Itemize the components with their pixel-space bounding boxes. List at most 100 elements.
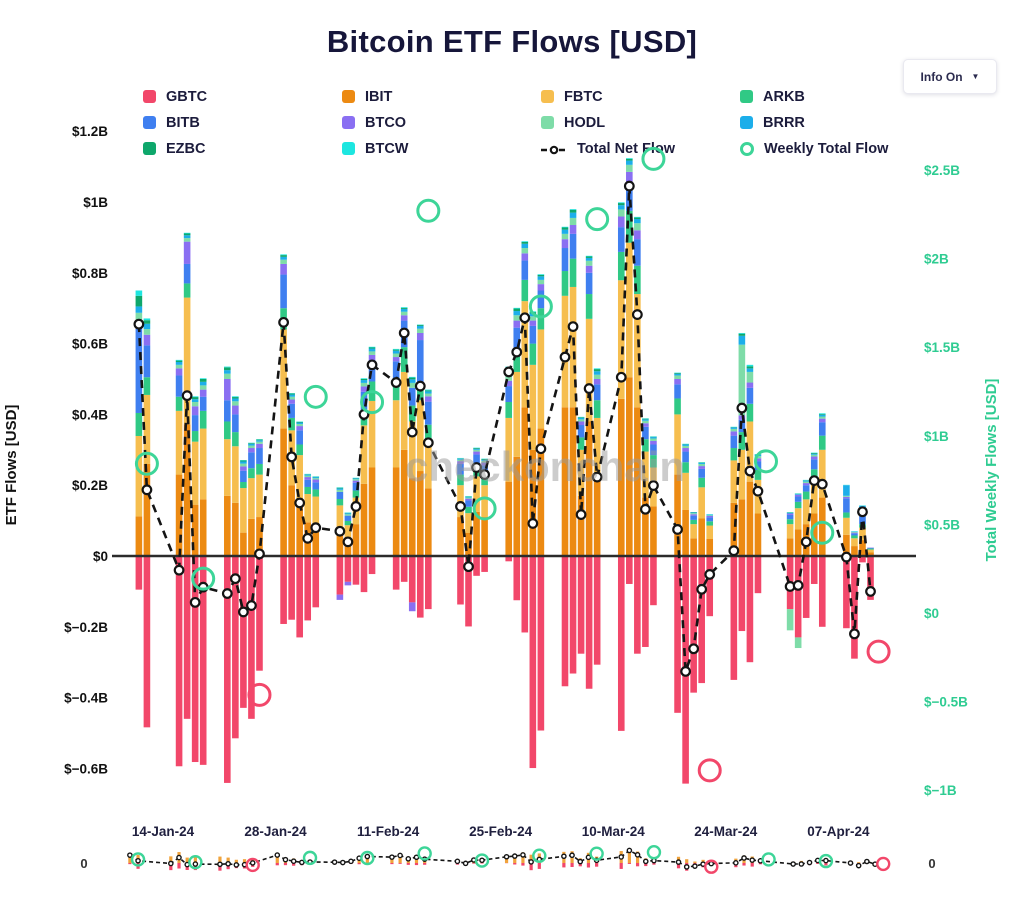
- bar-segment-btcw[interactable]: [561, 226, 569, 228]
- bar-segment-arkb[interactable]: [400, 347, 408, 372]
- net-flow-marker[interactable]: [640, 503, 651, 515]
- bar-segment-btco[interactable]: [199, 389, 207, 397]
- bar-segment-btcw[interactable]: [392, 348, 400, 350]
- bar-segment-ibit[interactable]: [336, 529, 344, 556]
- net-flow-marker[interactable]: [736, 402, 748, 414]
- bar-segment-gbtc[interactable]: [521, 556, 529, 633]
- bar-segment-hodl[interactable]: [368, 351, 376, 355]
- net-flow-marker[interactable]: [559, 351, 571, 363]
- bar-segment-fbtc[interactable]: [248, 478, 255, 519]
- bar-segment-btco[interactable]: [481, 462, 488, 466]
- weekly-flow-marker[interactable]: [134, 451, 159, 476]
- bar-segment-hodl[interactable]: [191, 402, 199, 407]
- bar-segment-fbtc[interactable]: [521, 301, 529, 408]
- bar-segment-bitb[interactable]: [569, 233, 577, 259]
- bar-segment-bitb[interactable]: [199, 396, 207, 411]
- bar-segment-bitb[interactable]: [682, 451, 689, 463]
- bar-segment-hodl[interactable]: [505, 376, 513, 381]
- bar-segment-bitb[interactable]: [521, 260, 529, 280]
- bar-segment-brrr[interactable]: [175, 362, 183, 365]
- bar-segment-btco[interactable]: [585, 265, 593, 273]
- bar-segment-fbtc[interactable]: [135, 435, 143, 517]
- bar-segment-btcw[interactable]: [513, 307, 521, 309]
- bar-segment-ibit[interactable]: [706, 539, 714, 556]
- net-flow-marker[interactable]: [728, 545, 740, 557]
- bar-segment-ezbc[interactable]: [360, 379, 368, 381]
- bar-segment-fbtc[interactable]: [690, 524, 697, 539]
- bar-segment-arkb[interactable]: [585, 294, 593, 319]
- bar-segment-fbtc[interactable]: [746, 421, 754, 482]
- bar-segment-hodl[interactable]: [232, 401, 239, 406]
- bar-segment-ibit[interactable]: [794, 529, 802, 556]
- bar-segment-fbtc[interactable]: [843, 517, 850, 535]
- bar-segment-hodl[interactable]: [256, 441, 263, 444]
- bar-segment-brrr[interactable]: [408, 379, 416, 383]
- bar-segment-ezbc[interactable]: [288, 393, 295, 395]
- bar-segment-arkb[interactable]: [425, 424, 432, 439]
- bar-segment-arkb[interactable]: [199, 410, 207, 429]
- net-flow-marker[interactable]: [141, 484, 153, 496]
- bar-segment-gbtc[interactable]: [867, 556, 874, 600]
- bar-segment-ibit[interactable]: [296, 499, 303, 556]
- bar-segment-arkb[interactable]: [818, 435, 826, 450]
- bar-segment-gbtc[interactable]: [513, 556, 521, 601]
- bar-segment-bitb[interactable]: [561, 248, 569, 272]
- bar-segment-brrr[interactable]: [183, 235, 191, 239]
- net-flow-marker[interactable]: [567, 321, 579, 333]
- bar-segment-hodl[interactable]: [746, 371, 754, 383]
- bar-segment-ibit[interactable]: [593, 478, 601, 556]
- bar-segment-hodl[interactable]: [457, 459, 464, 462]
- bar-segment-ezbc[interactable]: [175, 360, 183, 363]
- net-flow-marker[interactable]: [680, 666, 691, 677]
- bar-segment-ezbc[interactable]: [585, 256, 593, 258]
- bar-segment-arkb[interactable]: [312, 489, 320, 497]
- bar-segment-hodl[interactable]: [296, 423, 303, 427]
- bar-segment-ezbc[interactable]: [593, 369, 601, 372]
- bar-segment-ibit[interactable]: [280, 428, 287, 556]
- bar-segment-arkb[interactable]: [690, 519, 697, 525]
- net-flow-marker[interactable]: [479, 469, 491, 480]
- bar-segment-bitb[interactable]: [408, 387, 416, 406]
- bar-segment-hodl[interactable]: [818, 416, 826, 419]
- bar-segment-arkb[interactable]: [352, 490, 360, 498]
- bar-segment-bitb[interactable]: [617, 227, 625, 252]
- bar-segment-gbtc[interactable]: [794, 556, 802, 638]
- net-flow-marker[interactable]: [181, 390, 193, 402]
- bar-segment-fbtc[interactable]: [143, 394, 151, 464]
- net-flow-marker[interactable]: [591, 471, 603, 483]
- bar-segment-gbtc[interactable]: [304, 556, 312, 621]
- bar-segment-brrr[interactable]: [368, 348, 376, 352]
- bar-segment-fbtc[interactable]: [577, 449, 585, 496]
- bar-segment-hodl[interactable]: [336, 489, 344, 492]
- bar-segment-brrr[interactable]: [312, 477, 320, 479]
- legend-item-btcw[interactable]: BTCW: [342, 139, 541, 158]
- bar-segment-bitb[interactable]: [843, 498, 850, 513]
- bar-segment-ibit[interactable]: [457, 517, 464, 556]
- bar-segment-bitb[interactable]: [794, 496, 802, 502]
- bar-segment-hodl[interactable]: [360, 382, 368, 387]
- bar-segment-btco[interactable]: [529, 320, 537, 326]
- bar-segment-arkb[interactable]: [577, 437, 585, 450]
- bar-segment-brrr[interactable]: [392, 350, 400, 354]
- bar-segment-arkb[interactable]: [240, 482, 247, 489]
- bar-segment-bitb[interactable]: [513, 327, 521, 351]
- legend-item-fbtc[interactable]: FBTC: [541, 87, 740, 106]
- net-flow-marker[interactable]: [221, 588, 233, 599]
- bar-segment-bitb[interactable]: [810, 459, 818, 470]
- bar-segment-brrr[interactable]: [585, 257, 593, 261]
- bar-segment-gbtc[interactable]: [674, 556, 681, 713]
- bar-segment-arkb[interactable]: [304, 486, 312, 495]
- bar-segment-btcw[interactable]: [746, 364, 754, 367]
- bar-segment-btcw[interactable]: [818, 413, 826, 415]
- bar-segment-arkb[interactable]: [746, 403, 754, 422]
- bar-segment-gbtc[interactable]: [561, 556, 569, 687]
- bar-segment-hodl[interactable]: [810, 454, 818, 457]
- bar-segment-gbtc[interactable]: [585, 556, 593, 689]
- bar-segment-btcw[interactable]: [232, 396, 239, 398]
- bar-segment-bitb[interactable]: [537, 290, 545, 309]
- bar-segment-btco[interactable]: [344, 581, 352, 586]
- bar-segment-brrr[interactable]: [473, 448, 480, 450]
- bar-segment-brrr[interactable]: [513, 311, 521, 316]
- bar-segment-brrr[interactable]: [344, 513, 352, 515]
- bar-segment-bitb[interactable]: [336, 491, 344, 500]
